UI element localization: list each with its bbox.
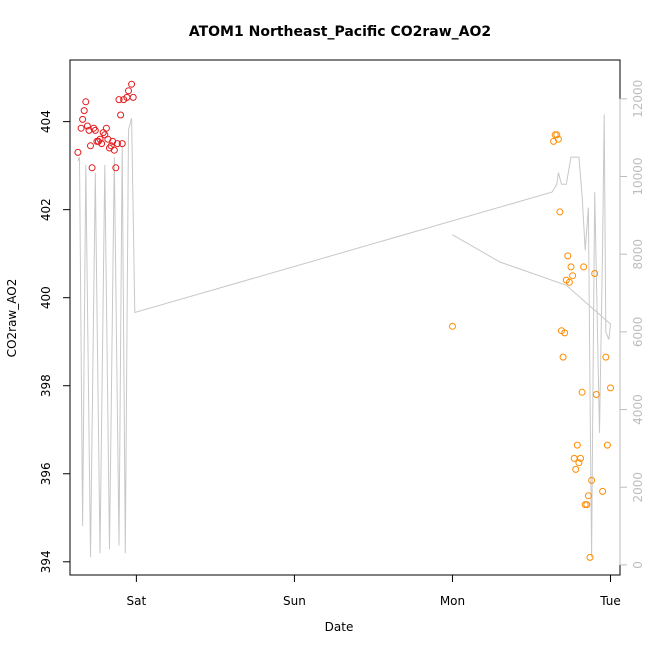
data-point-series-1 bbox=[118, 140, 126, 148]
data-point-series-2 bbox=[572, 465, 580, 473]
data-point-series-2 bbox=[592, 391, 600, 398]
data-point-series-2 bbox=[607, 384, 614, 392]
plot-frame bbox=[69, 59, 621, 576]
data-point-series-1 bbox=[83, 122, 91, 130]
data-point-series-1 bbox=[115, 96, 123, 104]
data-point-series-2 bbox=[578, 388, 586, 396]
y-tick-label: 404 bbox=[39, 110, 53, 133]
y-tick-label: 396 bbox=[39, 462, 53, 485]
data-point-series-2 bbox=[449, 322, 456, 330]
data-point-series-1 bbox=[129, 93, 137, 101]
y2-tick-label: 10000 bbox=[631, 157, 645, 195]
data-point-series-2 bbox=[602, 353, 610, 361]
data-point-series-2 bbox=[556, 208, 564, 216]
data-point-series-1 bbox=[77, 124, 85, 132]
data-point-series-2 bbox=[591, 270, 599, 277]
data-point-series-2 bbox=[567, 263, 575, 271]
data-point-series-2 bbox=[561, 329, 569, 337]
data-point-series-2 bbox=[599, 487, 607, 495]
y-tick-label: 402 bbox=[39, 198, 53, 221]
data-point-series-1 bbox=[82, 98, 90, 106]
altitude-line bbox=[77, 114, 612, 558]
point-layer bbox=[74, 80, 614, 561]
data-point-series-2 bbox=[553, 131, 561, 139]
data-point-series-2 bbox=[583, 501, 591, 509]
y-tick-label: 400 bbox=[39, 286, 53, 309]
y-tick-label: 398 bbox=[39, 374, 53, 397]
data-point-series-1 bbox=[91, 126, 99, 134]
data-point-series-2 bbox=[554, 135, 562, 143]
y2-tick-label: 6000 bbox=[631, 317, 645, 348]
y2-tick-label: 8000 bbox=[631, 239, 645, 270]
y2-tick-label: 12000 bbox=[631, 80, 645, 118]
x-tick-label: Mon bbox=[440, 594, 465, 608]
data-point-series-2 bbox=[569, 272, 577, 280]
data-point-series-1 bbox=[96, 135, 104, 143]
data-point-series-2 bbox=[580, 263, 588, 271]
data-point-series-2 bbox=[584, 492, 592, 500]
data-point-series-1 bbox=[113, 140, 121, 148]
data-point-series-2 bbox=[559, 353, 567, 361]
y-axis-label: CO2raw_AO2 bbox=[5, 279, 19, 358]
data-point-series-2 bbox=[575, 459, 583, 467]
data-point-series-1 bbox=[117, 111, 125, 119]
y-tick-label: 394 bbox=[39, 550, 53, 573]
data-point-series-1 bbox=[128, 80, 136, 88]
data-point-series-2 bbox=[577, 454, 584, 462]
data-point-series-1 bbox=[112, 164, 120, 172]
x-tick-label: Sat bbox=[127, 594, 147, 608]
altitude-line-layer bbox=[77, 114, 612, 558]
data-point-series-2 bbox=[586, 553, 594, 561]
data-point-series-2 bbox=[573, 441, 581, 449]
data-point-series-2 bbox=[603, 441, 611, 449]
data-point-series-1 bbox=[74, 148, 82, 156]
data-point-series-1 bbox=[125, 87, 132, 95]
x-tick-label: Sun bbox=[283, 594, 306, 608]
data-point-series-1 bbox=[90, 124, 98, 132]
data-point-series-1 bbox=[80, 107, 88, 115]
data-point-series-1 bbox=[88, 164, 96, 172]
data-point-series-2 bbox=[588, 476, 596, 484]
data-point-series-2 bbox=[565, 278, 573, 286]
data-point-series-2 bbox=[564, 252, 572, 260]
x-tick-label: Tue bbox=[599, 594, 621, 608]
chart-title: ATOM1 Northeast_Pacific CO2raw_AO2 bbox=[189, 24, 491, 40]
y2-tick-label: 0 bbox=[631, 561, 645, 569]
data-point-series-1 bbox=[98, 140, 106, 148]
data-point-series-1 bbox=[102, 124, 110, 132]
x-axis-label: Date bbox=[325, 620, 354, 634]
data-point-series-1 bbox=[110, 146, 118, 154]
data-point-series-1 bbox=[79, 115, 87, 123]
y2-tick-label: 2000 bbox=[631, 472, 645, 503]
y2-tick-label: 4000 bbox=[631, 394, 645, 425]
data-point-series-1 bbox=[87, 142, 94, 150]
axis-layer: Sat Sun Mon Tue 394 396 398 400 402 404 0 2000 4000 6… bbox=[39, 80, 645, 608]
